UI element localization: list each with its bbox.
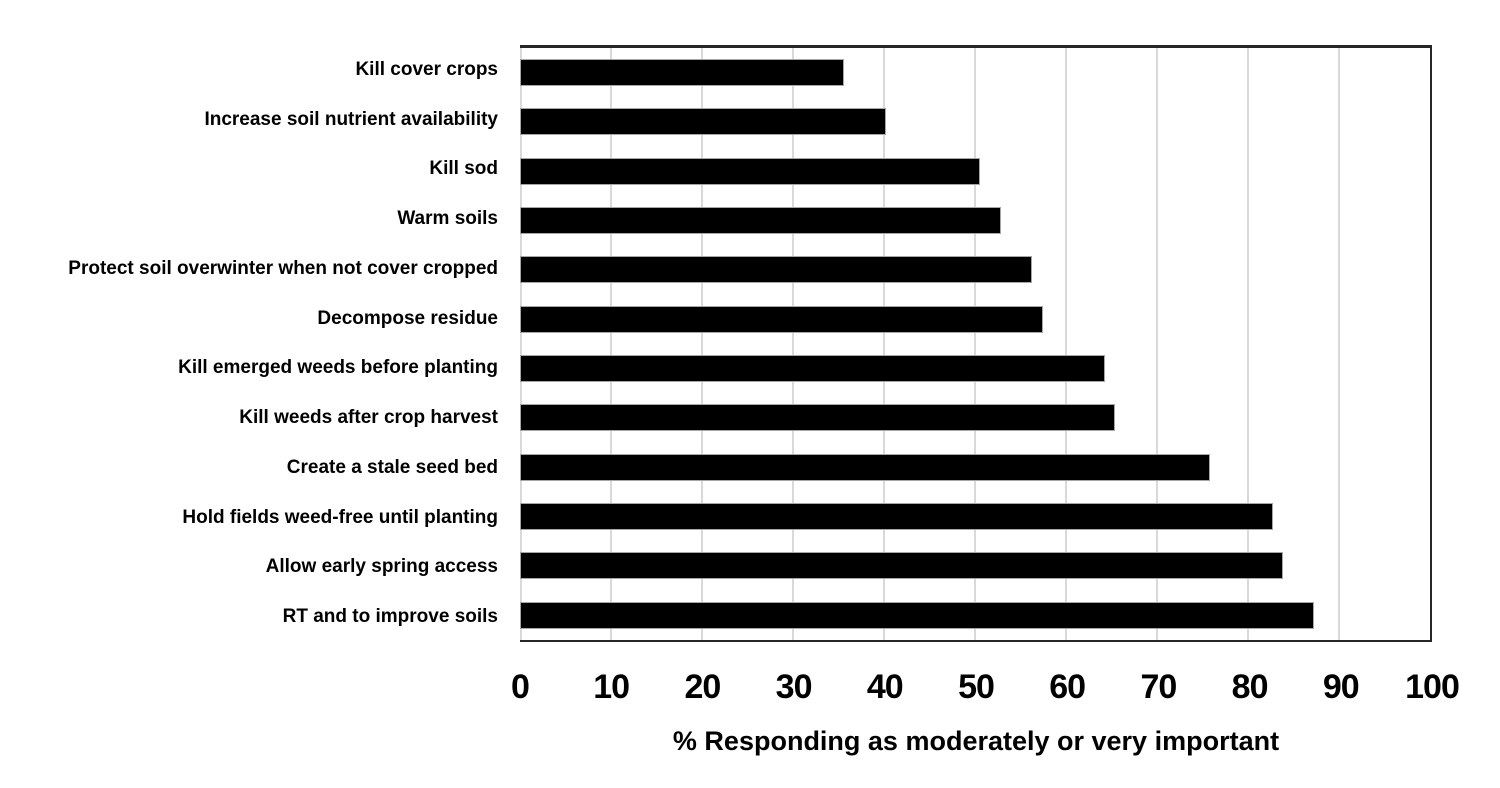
- gridline: [1247, 48, 1249, 640]
- category-label: Decompose residue: [317, 307, 498, 329]
- bars: [520, 48, 1430, 640]
- bar-row: [520, 245, 1430, 294]
- bar: [520, 305, 1044, 333]
- x-axis-ticks: 0 10 20 30 40 50 60 70 80 90 100: [511, 668, 1460, 714]
- gridline: [974, 48, 976, 640]
- x-tick-label: 50: [958, 668, 995, 706]
- bar-row: [520, 196, 1430, 245]
- category-label: Warm soils: [397, 208, 498, 230]
- bar: [520, 552, 1284, 580]
- x-tick-label: 60: [1049, 668, 1086, 706]
- bar-row: [520, 97, 1430, 146]
- x-tick-label: 90: [1322, 668, 1360, 706]
- bar: [520, 601, 1315, 629]
- bar-row: [520, 295, 1430, 344]
- bar-row: [520, 443, 1430, 492]
- gridline: [1065, 48, 1067, 640]
- category-label: Hold fields weed-free until planting: [182, 506, 498, 528]
- bar: [520, 207, 1002, 235]
- category-labels: Kill cover crops Increase soil nutrient a…: [0, 45, 498, 642]
- bar-row: [520, 591, 1430, 640]
- x-axis-title: % Responding as moderately or very impor…: [672, 726, 1280, 756]
- category-label: Kill sod: [429, 158, 498, 180]
- y-axis-line: [520, 48, 522, 640]
- bar: [520, 108, 886, 136]
- bar: [520, 256, 1033, 284]
- gridline: [1156, 48, 1158, 640]
- bar: [520, 157, 980, 185]
- bar: [520, 453, 1210, 481]
- gridline: [1338, 48, 1340, 640]
- x-tick-label: 80: [1231, 668, 1269, 706]
- category-label: Kill weeds after crop harvest: [239, 407, 498, 429]
- category-label: Increase soil nutrient availability: [204, 108, 498, 130]
- bar-row: [520, 393, 1430, 442]
- gridline: [792, 48, 794, 640]
- x-tick-label: 100: [1405, 668, 1460, 706]
- category-label: Protect soil overwinter when not cover c…: [68, 257, 498, 279]
- bar-row: [520, 541, 1430, 590]
- x-tick-label: 70: [1140, 668, 1177, 706]
- bar: [520, 404, 1116, 432]
- bar: [520, 503, 1273, 531]
- x-tick-label: 40: [866, 668, 904, 706]
- bar: [520, 59, 844, 87]
- x-tick-label: 0: [511, 668, 530, 706]
- gridline: [610, 48, 612, 640]
- gridline: [883, 48, 885, 640]
- category-label: Kill emerged weeds before planting: [178, 357, 498, 379]
- bar: [520, 355, 1106, 383]
- category-label: Create a stale seed bed: [286, 456, 498, 478]
- category-label: RT and to improve soils: [282, 606, 498, 628]
- bar-row: [520, 48, 1430, 97]
- bar-row: [520, 492, 1430, 541]
- x-tick-label: 20: [684, 668, 721, 706]
- plot-area: [520, 45, 1432, 642]
- category-label: Kill cover crops: [355, 58, 498, 80]
- gridline: [701, 48, 703, 640]
- category-label: Allow early spring access: [265, 556, 498, 578]
- bar-row: [520, 344, 1430, 393]
- x-tick-label: 10: [593, 668, 630, 706]
- x-tick-label: 30: [775, 668, 813, 706]
- bar-row: [520, 147, 1430, 196]
